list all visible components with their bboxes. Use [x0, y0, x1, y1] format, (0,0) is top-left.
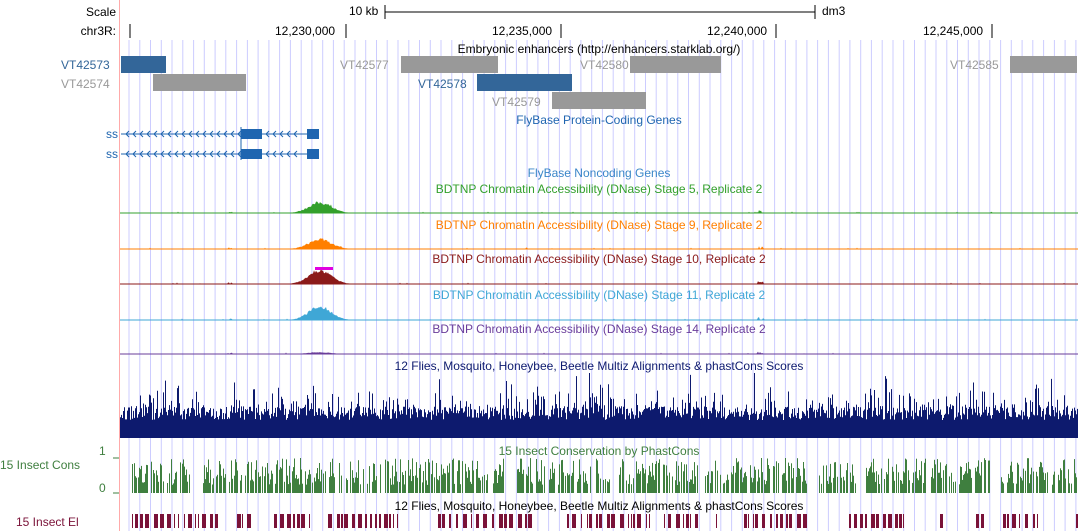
gene-model-ss-2[interactable] [121, 149, 319, 159]
enhancer-label-vt42578[interactable]: VT42578 [418, 77, 467, 91]
position-label-3: 12,240,000 [707, 24, 768, 38]
gene-label-ss-1[interactable]: ss [106, 127, 118, 141]
phastcons-scale-max: 1 [99, 444, 106, 458]
conserved-elements-bars [132, 514, 1078, 528]
dnase-stage-9-title: BDTNP Chromatin Accessibility (DNase) St… [435, 218, 763, 232]
phastcons-scale [113, 457, 119, 494]
dnase-stage-5-title: BDTNP Chromatin Accessibility (DNase) St… [435, 182, 763, 196]
phastcons-side-label[interactable]: 15 Insect Cons [0, 458, 81, 472]
position-label-1: 12,230,000 [275, 24, 336, 38]
enhancer-feature-vt42577[interactable] [401, 56, 498, 73]
enhancer-feature-vt42585[interactable] [1010, 56, 1077, 73]
elements-side-label[interactable]: 15 Insect El [16, 515, 79, 529]
dnase-signal-stage-5 [120, 201, 1078, 214]
dnase-signal-stage-10 [120, 267, 1078, 285]
dnase-stage-11-title: BDTNP Chromatin Accessibility (DNase) St… [432, 288, 766, 302]
scale-bar-label: 10 kb [349, 4, 379, 18]
phastcons-scale-min: 0 [99, 481, 106, 495]
phastcons-wiggle [132, 458, 1077, 493]
enhancer-label-vt42579[interactable]: VT42579 [492, 95, 541, 109]
enhancers-track-title: Embryonic enhancers (http://enhancers.st… [457, 42, 741, 56]
enhancer-feature-vt42579[interactable] [552, 92, 646, 109]
position-label-4: 12,245,000 [923, 24, 984, 38]
enhancer-label-vt42573[interactable]: VT42573 [61, 58, 110, 72]
enhancer-feature-vt42574[interactable] [153, 74, 246, 91]
position-label-2: 12,235,000 [492, 24, 553, 38]
scale-bar [384, 5, 816, 19]
enhancer-label-vt42574[interactable]: VT42574 [61, 77, 110, 91]
ruler-ticks [129, 24, 993, 38]
vertical-gridlines [128, 40, 1077, 531]
gene-label-ss-2[interactable]: ss [106, 147, 118, 161]
noncoding-track-title: FlyBase Noncoding Genes [527, 166, 671, 180]
chrom-label: chr3R: [80, 24, 116, 38]
dnase-stage-10-title: BDTNP Chromatin Accessibility (DNase) St… [432, 252, 766, 266]
enhancer-feature-vt42580[interactable] [630, 56, 721, 73]
enhancer-label-vt42580[interactable]: VT42580 [580, 58, 629, 72]
dnase-signal-stage-14 [120, 351, 1078, 355]
scale-label: Scale [85, 5, 116, 19]
enhancer-label-vt42577[interactable]: VT42577 [340, 58, 389, 72]
dnase-stage-14-title: BDTNP Chromatin Accessibility (DNase) St… [432, 322, 766, 336]
multiz-track-title: 12 Flies, Mosquito, Honeybee, Beetle Mul… [394, 359, 804, 373]
enhancer-feature-vt42578[interactable] [477, 74, 572, 91]
assembly-label: dm3 [822, 4, 846, 18]
dnase-signal-stage-11 [120, 306, 1078, 321]
phastcons-track-title: 15 Insect Conservation by PhastCons [498, 444, 700, 458]
enhancer-feature-vt42573[interactable] [121, 56, 166, 73]
elements-track-title: 12 Flies, Mosquito, Honeybee, Beetle Mul… [394, 499, 804, 513]
dnase-signal-stage-9 [120, 238, 1078, 250]
enhancer-label-vt42585[interactable]: VT42585 [950, 58, 999, 72]
protein-coding-track-title: FlyBase Protein-Coding Genes [516, 113, 682, 127]
multiz-conservation-wiggle [120, 373, 1078, 438]
